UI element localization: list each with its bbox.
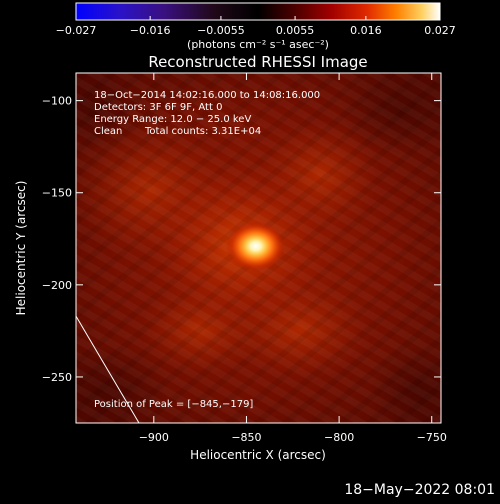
y-tick-label: −250 — [42, 371, 72, 384]
colorbar-unit-label: (photons cm⁻² s⁻¹ asec⁻²) — [187, 38, 329, 51]
colorbar-tick-label: 0.0055 — [276, 24, 315, 37]
x-tick-label: −850 — [231, 431, 261, 444]
peak-position-text: Position of Peak = [−845,−179] — [94, 399, 253, 410]
flare-peak — [225, 221, 286, 272]
x-tick-label: −800 — [324, 431, 354, 444]
energy-range-text: Energy Range: 12.0 − 25.0 keV — [94, 114, 251, 125]
x-tick-label: −900 — [139, 431, 169, 444]
colorbar-tick-label: −0.0055 — [197, 24, 245, 37]
chart-title: Reconstructed RHESSI Image — [148, 53, 367, 71]
y-tick-label: −200 — [42, 279, 72, 292]
limb-line — [76, 315, 140, 423]
y-axis-label: Heliocentric Y (arcsec) — [14, 181, 28, 316]
colorbar-tick-label: 0.027 — [424, 24, 456, 37]
footer-timestamp: 18−May−2022 08:01 — [344, 482, 495, 498]
colorbar-tick-label: −0.027 — [56, 24, 97, 37]
x-tick-label: −750 — [417, 431, 447, 444]
y-tick-label: −100 — [42, 95, 72, 108]
clean-label: Clean — [94, 126, 122, 137]
image-annotations: 18−Oct−2014 14:02:16.000 to 14:08:16.000… — [94, 90, 320, 410]
colorbar-ticks: −0.027 −0.016 −0.0055 0.0055 0.016 0.027 — [56, 16, 456, 37]
colorbar: −0.027 −0.016 −0.0055 0.0055 0.016 0.027 (pho… — [56, 2, 456, 51]
x-axis-ticks: −900 −850 −800 −750 — [139, 73, 447, 444]
y-tick-label: −150 — [42, 187, 72, 200]
detectors-text: Detectors: 3F 6F 9F, Att 0 — [94, 102, 222, 113]
colorbar-tick-label: −0.016 — [130, 24, 171, 37]
total-counts-text: Total counts: 3.31E+04 — [144, 126, 261, 137]
time-range-text: 18−Oct−2014 14:02:16.000 to 14:08:16.000 — [94, 90, 320, 101]
colorbar-tick-label: 0.016 — [350, 24, 382, 37]
y-axis-ticks: −100 −150 −200 −250 — [42, 95, 441, 384]
colorbar-gradient — [75, 2, 441, 21]
heatmap-image — [76, 73, 441, 423]
plot-frame — [75, 72, 442, 424]
x-axis-label: Heliocentric X (arcsec) — [190, 448, 326, 462]
